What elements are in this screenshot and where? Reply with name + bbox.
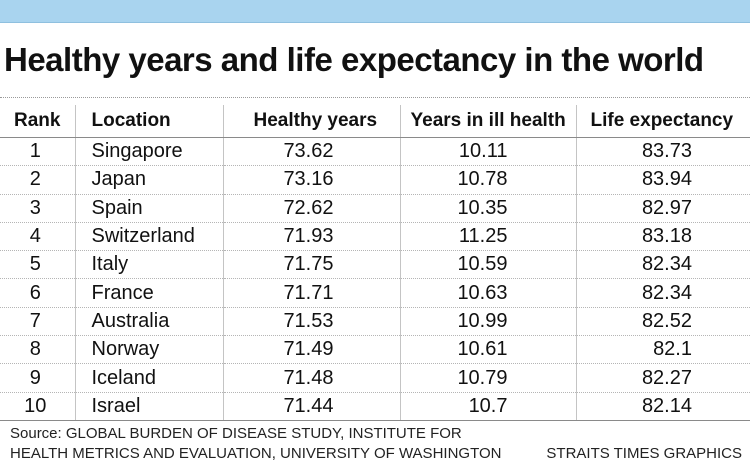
cell-healthy-years: 71.44 (222, 392, 400, 421)
table-row: 6 France 71.71 10.63 82.34 (0, 278, 750, 308)
cell-location: Japan (74, 165, 223, 195)
cell-life-expectancy: 82.97 (575, 194, 750, 223)
cell-years-ill-health: 10.63 (399, 278, 576, 308)
cell-years-ill-health: 10.61 (399, 335, 576, 365)
cell-life-expectancy: 82.34 (575, 278, 750, 308)
cell-healthy-years: 71.93 (222, 222, 400, 252)
cell-years-ill-health: 10.99 (399, 307, 576, 337)
cell-location: Iceland (74, 363, 223, 393)
cell-location: Singapore (74, 137, 223, 167)
table-row: 8 Norway 71.49 10.61 82.1 (0, 335, 750, 365)
top-color-bar (0, 0, 750, 23)
cell-rank: 3 (0, 194, 75, 223)
cell-rank: 7 (0, 307, 75, 337)
table-row: 1 Singapore 73.62 10.11 83.73 (0, 137, 750, 167)
cell-rank: 2 (0, 165, 75, 195)
column-header-years-ill-health: Years in ill health (399, 105, 576, 138)
cell-healthy-years: 71.71 (222, 278, 400, 308)
cell-rank: 9 (0, 363, 75, 393)
cell-healthy-years: 72.62 (222, 194, 400, 223)
cell-rank: 6 (0, 278, 75, 308)
cell-life-expectancy: 82.27 (575, 363, 750, 393)
cell-healthy-years: 71.48 (222, 363, 400, 393)
table-row: 3 Spain 72.62 10.35 82.97 (0, 194, 750, 223)
table-row: 10 Israel 71.44 10.7 82.14 (0, 392, 750, 421)
cell-years-ill-health: 10.35 (399, 194, 576, 223)
cell-location: Italy (74, 250, 223, 280)
cell-life-expectancy: 82.14 (575, 392, 750, 421)
cell-rank: 10 (0, 392, 75, 421)
cell-life-expectancy: 83.94 (575, 165, 750, 195)
column-header-life-expectancy: Life expectancy (575, 105, 750, 138)
cell-life-expectancy: 83.18 (575, 222, 750, 252)
cell-healthy-years: 73.62 (222, 137, 400, 167)
cell-years-ill-health: 11.25 (399, 222, 576, 252)
table-body: 1 Singapore 73.62 10.11 83.73 2 Japan 73.16 10.7… (0, 137, 750, 421)
table-row: 7 Australia 71.53 10.99 82.52 (0, 307, 750, 337)
cell-healthy-years: 71.75 (222, 250, 400, 280)
cell-years-ill-health: 10.79 (399, 363, 576, 393)
cell-location: Australia (74, 307, 223, 337)
table-row: 5 Italy 71.75 10.59 82.34 (0, 250, 750, 280)
cell-location: France (74, 278, 223, 308)
cell-rank: 4 (0, 222, 75, 252)
cell-location: Norway (74, 335, 223, 365)
graphics-credit: STRAITS TIMES GRAPHICS (546, 445, 742, 462)
table-row: 2 Japan 73.16 10.78 83.94 (0, 165, 750, 195)
column-header-rank: Rank (0, 105, 75, 138)
table-header-row: Rank Location Healthy years Years in ill… (0, 105, 750, 138)
life-expectancy-table: Rank Location Healthy years Years in ill… (0, 105, 750, 421)
source-note: Source: GLOBAL BURDEN OF DISEASE STUDY, … (10, 424, 750, 464)
cell-rank: 1 (0, 137, 75, 167)
source-line-1: Source: GLOBAL BURDEN OF DISEASE STUDY, … (10, 425, 462, 442)
title-divider (0, 97, 750, 98)
cell-years-ill-health: 10.78 (399, 165, 576, 195)
column-header-healthy-years: Healthy years (222, 105, 400, 138)
cell-rank: 8 (0, 335, 75, 365)
cell-years-ill-health: 10.11 (399, 137, 576, 167)
cell-years-ill-health: 10.7 (399, 392, 576, 421)
cell-location: Switzerland (74, 222, 223, 252)
cell-life-expectancy: 82.1 (575, 335, 750, 365)
table-row: 4 Switzerland 71.93 11.25 83.18 (0, 222, 750, 252)
cell-rank: 5 (0, 250, 75, 280)
cell-location: Israel (74, 392, 223, 421)
cell-life-expectancy: 82.34 (575, 250, 750, 280)
cell-healthy-years: 71.49 (222, 335, 400, 365)
cell-healthy-years: 71.53 (222, 307, 400, 337)
source-line-2: HEALTH METRICS AND EVALUATION, UNIVERSIT… (10, 445, 502, 462)
cell-life-expectancy: 82.52 (575, 307, 750, 337)
column-header-location: Location (74, 105, 223, 138)
cell-location: Spain (74, 194, 223, 223)
cell-years-ill-health: 10.59 (399, 250, 576, 280)
chart-title: Healthy years and life expectancy in the… (4, 41, 704, 78)
table-row: 9 Iceland 71.48 10.79 82.27 (0, 363, 750, 393)
cell-healthy-years: 73.16 (222, 165, 400, 195)
cell-life-expectancy: 83.73 (575, 137, 750, 167)
